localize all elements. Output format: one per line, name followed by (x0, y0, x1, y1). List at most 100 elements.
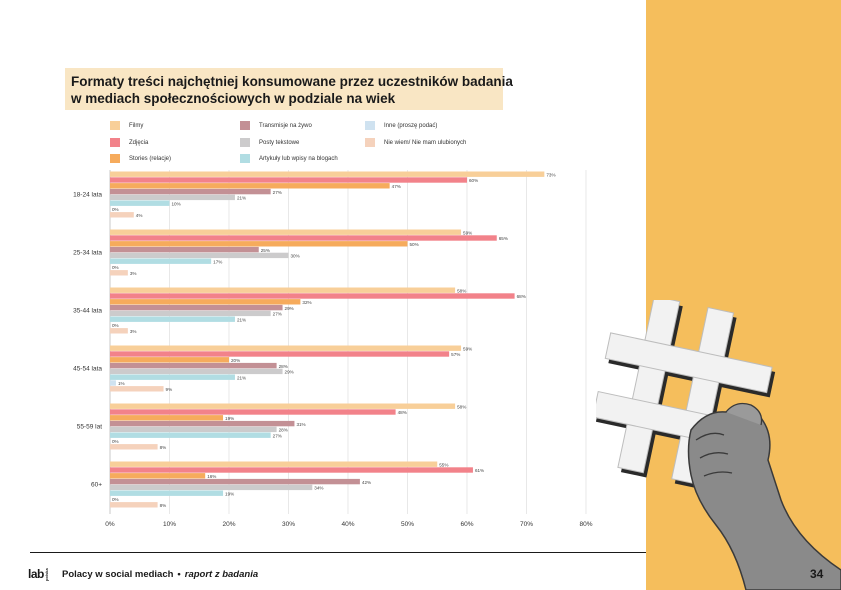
bar (110, 316, 235, 322)
data-label: 55% (439, 462, 448, 467)
data-label: 25% (261, 248, 270, 253)
bar (110, 287, 456, 293)
data-label: 0% (112, 323, 119, 328)
bar (110, 293, 515, 299)
legend-item: Posty tekstowe (240, 137, 299, 148)
data-label: 29% (285, 306, 294, 311)
page-number: 34 (810, 567, 824, 581)
bar (110, 299, 301, 305)
data-label: 28% (279, 364, 288, 369)
data-label: 21% (237, 317, 246, 322)
bar (110, 490, 224, 496)
footer-report-title: Polacy w social mediach • raport z badania (62, 569, 258, 580)
footer-subtitle: raport z badania (184, 569, 259, 580)
bar (110, 345, 462, 351)
legend-label: Nie wiem/ Nie mam ulubionych (384, 139, 467, 146)
data-label: 27% (273, 312, 282, 317)
category-label: 60+ (91, 482, 102, 489)
bar (110, 380, 116, 386)
data-label: 21% (237, 196, 246, 201)
bar (110, 478, 360, 485)
bar (110, 362, 277, 369)
data-label: 0% (112, 265, 119, 270)
data-label: 59% (463, 230, 472, 235)
legend-label: Stories (relacje) (129, 155, 172, 162)
data-label: 8% (160, 445, 167, 450)
data-label: 9% (166, 387, 173, 392)
legend-swatch (110, 121, 120, 130)
bar (110, 374, 235, 380)
data-label: 31% (296, 422, 305, 427)
data-label: 0% (112, 497, 119, 502)
bar (110, 426, 277, 433)
bar (110, 409, 396, 415)
x-tick-label: 10% (163, 521, 176, 528)
data-label: 20% (231, 358, 240, 363)
footer-title: Polacy w social mediach (62, 569, 174, 580)
category-label: 55-59 lat (77, 424, 102, 431)
data-label: 0% (112, 439, 119, 444)
bar (110, 444, 158, 450)
x-tick-label: 0% (105, 521, 115, 528)
data-label: 73% (546, 172, 555, 177)
bar (110, 212, 134, 218)
bar (110, 194, 235, 201)
bar (110, 200, 170, 206)
hashtag-hand-icon (596, 300, 841, 590)
category-label: 18-24 lata (73, 192, 102, 199)
legend-swatch (240, 121, 250, 130)
chart-title-line-1: Formaty treści najchętniej konsumowane p… (71, 74, 513, 89)
category-label: 35-44 lata (73, 308, 102, 315)
x-tick-label: 50% (401, 521, 414, 528)
data-label: 27% (273, 190, 282, 195)
bar (110, 357, 229, 363)
data-label: 3% (130, 329, 137, 334)
data-label: 10% (172, 201, 181, 206)
bar (110, 235, 497, 241)
bar (110, 304, 283, 311)
logo-side-text: polska (44, 568, 49, 581)
category-label: 25-34 lata (73, 250, 102, 257)
bar (110, 403, 456, 409)
bar (110, 252, 289, 259)
bar (110, 328, 128, 334)
legend-item: Filmy (110, 120, 143, 131)
data-label: 16% (207, 474, 216, 479)
bar (110, 467, 473, 473)
bar (110, 351, 450, 357)
legend-swatch (365, 138, 375, 147)
data-label: 68% (517, 294, 526, 299)
bar (110, 171, 545, 177)
legend-swatch (240, 138, 250, 147)
data-label: 65% (499, 236, 508, 241)
legend-swatch (365, 121, 375, 130)
bar (110, 461, 438, 467)
data-label: 50% (410, 242, 419, 247)
data-label: 29% (285, 370, 294, 375)
legend-item: Nie wiem/ Nie mam ulubionych (365, 137, 466, 148)
data-label: 17% (213, 259, 222, 264)
data-label: 30% (291, 254, 300, 259)
legend-item: Artykuły lub wpisy na blogach (240, 153, 338, 164)
bar (110, 420, 295, 427)
bar (110, 473, 206, 479)
legend-label: Artykuły lub wpisy na blogach (259, 155, 338, 162)
legend-label: Zdjęcia (129, 139, 149, 146)
data-label: 28% (279, 428, 288, 433)
legend-label: Transmisje na żywo (259, 122, 312, 129)
data-label: 32% (302, 300, 311, 305)
lab-logo: lab polska (28, 567, 50, 582)
data-label: 58% (457, 288, 466, 293)
category-label: 45-54 lata (73, 366, 102, 373)
x-tick-label: 40% (341, 521, 354, 528)
data-label: 57% (451, 352, 460, 357)
legend-item: Zdjęcia (110, 137, 148, 148)
bar (110, 386, 164, 392)
bar (110, 270, 128, 276)
data-label: 34% (314, 486, 323, 491)
data-label: 1% (118, 381, 125, 386)
legend-item: Transmisje na żywo (240, 120, 312, 131)
bar (110, 177, 467, 183)
bar (110, 368, 283, 375)
